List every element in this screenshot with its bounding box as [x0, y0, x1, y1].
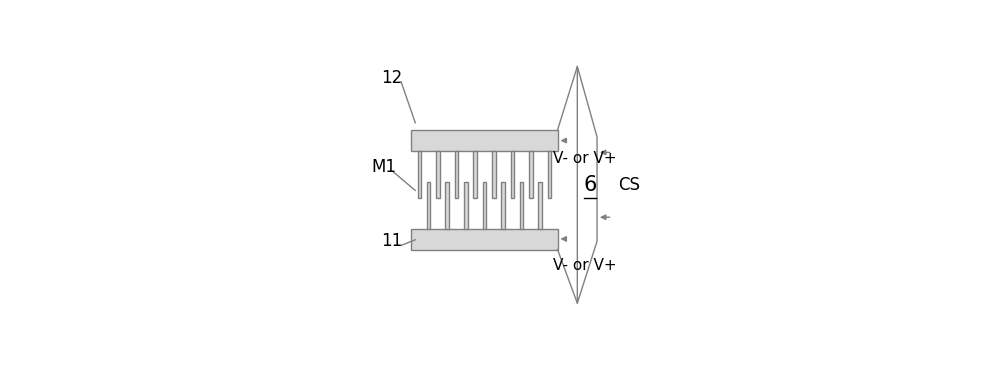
Bar: [538, 182, 542, 228]
Text: M1: M1: [372, 157, 397, 176]
Bar: [411, 228, 558, 250]
Text: 11: 11: [381, 232, 402, 250]
Bar: [483, 182, 486, 228]
Polygon shape: [577, 67, 597, 303]
Bar: [411, 130, 558, 151]
Bar: [427, 182, 430, 228]
Bar: [464, 182, 468, 228]
Bar: [445, 182, 449, 228]
Bar: [529, 151, 533, 198]
Text: V- or V+: V- or V+: [553, 150, 617, 165]
Bar: [492, 151, 496, 198]
Bar: [520, 182, 523, 228]
Bar: [418, 151, 421, 198]
Bar: [511, 151, 514, 198]
Bar: [455, 151, 458, 198]
Bar: [473, 151, 477, 198]
Text: 12: 12: [381, 69, 402, 87]
Bar: [436, 151, 440, 198]
Bar: [548, 151, 551, 198]
Text: V- or V+: V- or V+: [553, 258, 617, 273]
Text: CS: CS: [618, 176, 640, 194]
Bar: [501, 182, 505, 228]
Text: 6: 6: [583, 175, 597, 195]
